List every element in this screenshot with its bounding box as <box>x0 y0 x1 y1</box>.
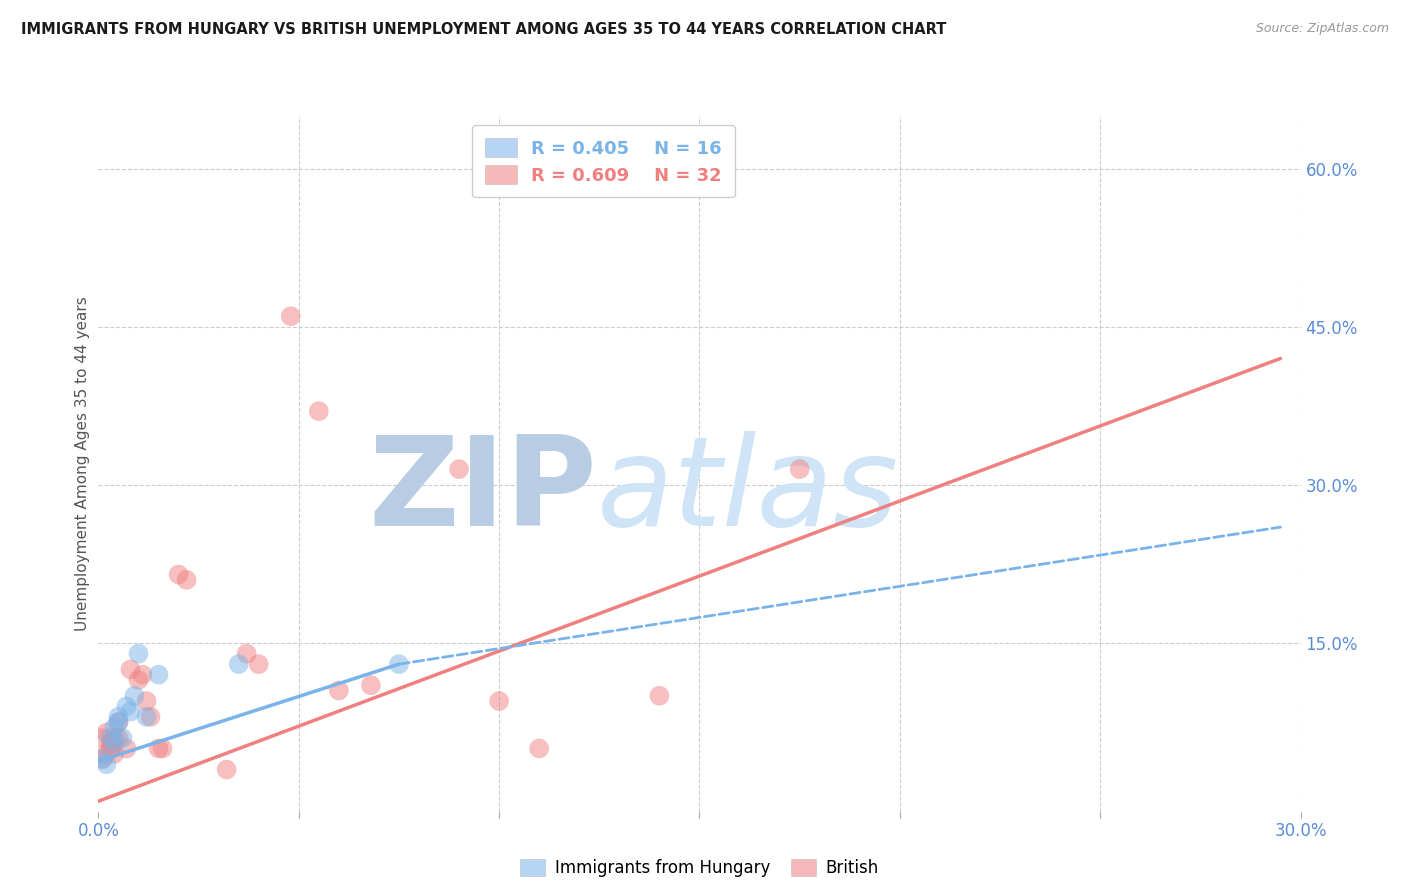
Point <box>120 662 142 676</box>
Point <box>107 710 129 724</box>
Point <box>107 731 129 745</box>
Point <box>115 741 138 756</box>
Point <box>135 710 157 724</box>
Point <box>91 752 114 766</box>
Text: IMMIGRANTS FROM HUNGARY VS BRITISH UNEMPLOYMENT AMONG AGES 35 TO 44 YEARS CORREL: IMMIGRANTS FROM HUNGARY VS BRITISH UNEMP… <box>21 22 946 37</box>
Point <box>148 741 170 756</box>
Point <box>107 715 129 730</box>
Point <box>135 694 157 708</box>
Point <box>100 741 122 756</box>
Point <box>360 678 382 692</box>
Point <box>308 404 330 418</box>
Point <box>100 731 122 745</box>
Point <box>488 694 510 708</box>
Point <box>91 731 114 745</box>
Point <box>124 689 146 703</box>
Point <box>648 689 671 703</box>
Point <box>103 720 125 734</box>
Point <box>167 567 190 582</box>
Point <box>247 657 270 672</box>
Point <box>131 667 153 681</box>
Point <box>328 683 350 698</box>
Point <box>96 757 118 772</box>
Point <box>103 731 125 745</box>
Point <box>111 731 134 745</box>
Point <box>148 667 170 681</box>
Point <box>388 657 411 672</box>
Point <box>139 710 162 724</box>
Point <box>529 741 551 756</box>
Point <box>115 699 138 714</box>
Point <box>235 647 257 661</box>
Text: atlas: atlas <box>598 431 900 552</box>
Point <box>176 573 198 587</box>
Point <box>120 705 142 719</box>
Point <box>228 657 250 672</box>
Point <box>103 747 125 761</box>
Point <box>447 462 470 476</box>
Point <box>128 673 150 687</box>
Point <box>107 715 129 730</box>
Point <box>152 741 174 756</box>
Text: ZIP: ZIP <box>368 431 598 552</box>
Point <box>91 752 114 766</box>
Point <box>215 763 238 777</box>
Y-axis label: Unemployment Among Ages 35 to 44 years: Unemployment Among Ages 35 to 44 years <box>75 296 90 632</box>
Text: Source: ZipAtlas.com: Source: ZipAtlas.com <box>1256 22 1389 36</box>
Point <box>100 736 122 750</box>
Legend: Immigrants from Hungary, British: Immigrants from Hungary, British <box>513 852 886 883</box>
Point <box>96 747 118 761</box>
Point <box>103 736 125 750</box>
Point <box>789 462 811 476</box>
Point <box>96 725 118 739</box>
Point <box>128 647 150 661</box>
Point <box>280 310 302 324</box>
